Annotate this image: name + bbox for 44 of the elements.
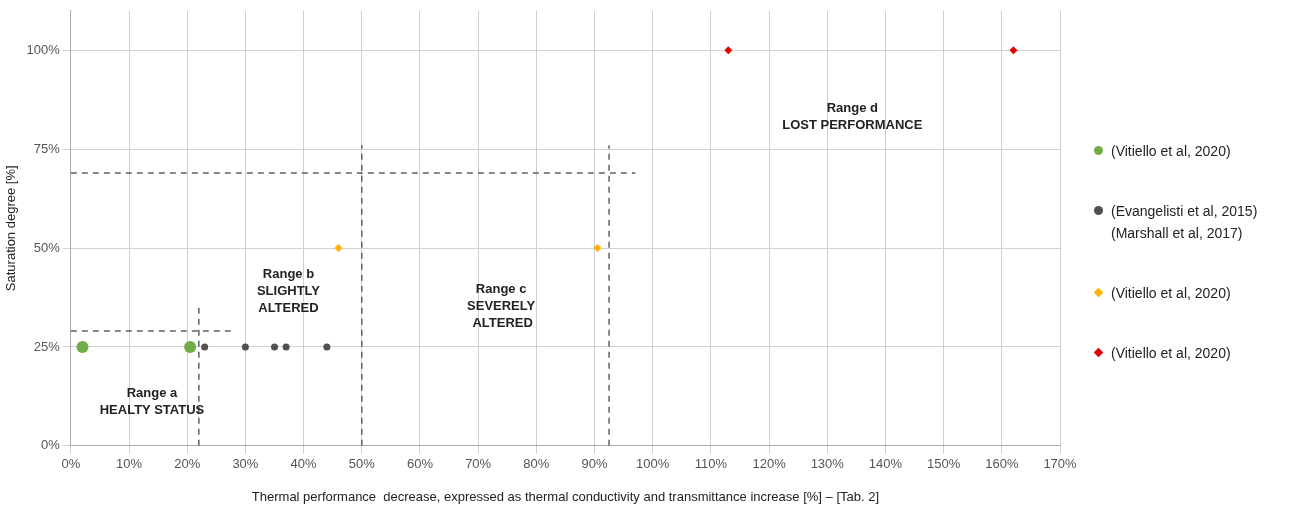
point [76,340,89,353]
point [334,244,343,253]
annotation: Range c SEVERELY ALTERED [467,281,536,331]
annotation: Range b SLIGHTLY ALTERED [256,265,321,315]
x-tick-label: 20% [174,456,201,472]
legend-label: (Vitiello et al, 2020) [1111,345,1231,361]
legend-label: (Vitiello et al, 2020) [1111,143,1231,159]
x-tick-label: 130% [810,456,845,472]
x-tick-label: 80% [523,456,550,472]
x-tick-label: 110% [694,456,728,472]
point [201,343,209,351]
x-tick-label: 0% [61,456,81,472]
x-tick-label: 140% [868,456,903,472]
x-tick-label: 50% [348,456,376,472]
x-tick-label: 70% [465,456,492,472]
x-tick-label: 170% [1043,456,1078,472]
annotation: Range d LOST PERFORMANCE [782,100,923,133]
x-tick-label: 90% [581,456,608,472]
x-tick-label: 40% [290,456,318,472]
legend-label: (Vitiello et al, 2020) [1111,285,1231,301]
y-tick-label: 100% [26,41,61,57]
point [282,343,290,351]
x-tick-label: 100% [636,456,670,472]
point [593,244,602,253]
x-tick-label: 150% [927,456,961,472]
legend-label: (Evangelisti et al, 2015) (Marshall et al, 2017) [1111,203,1258,241]
point [184,340,197,353]
x-axis-title: Thermal performance decrease, expressed as thermal conductivity and transmittance increase [%] – [Tab. 2] [251,488,880,504]
point [724,46,733,55]
x-tick-label: 160% [985,456,1019,472]
y-tick-label: 75% [33,140,61,156]
x-tick-label: 120% [752,456,787,472]
point [1009,46,1018,55]
point [271,343,278,351]
x-tick-label: 60% [406,456,434,472]
point [323,343,331,351]
point [241,343,249,351]
y-tick-label: 25% [33,338,61,354]
x-tick-label: 10% [116,456,143,472]
x-tick-label: 30% [232,456,259,472]
y-tick-label: 50% [33,239,61,255]
annotation: Range a HEALTY STATUS [99,385,205,418]
y-tick-label: 0% [41,437,61,453]
y-axis-title: Saturation degree [%] [3,165,19,292]
